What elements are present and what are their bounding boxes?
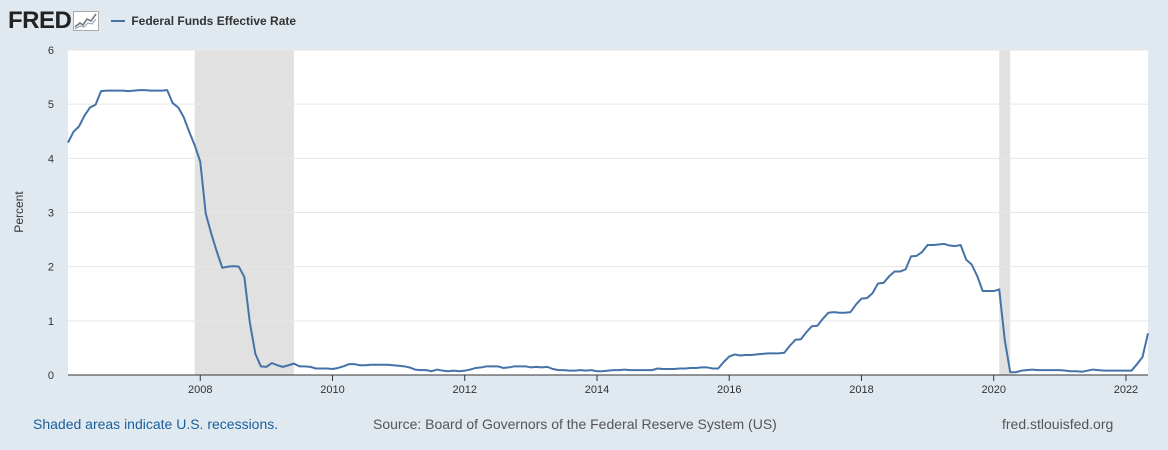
y-tick-label: 1 — [48, 316, 54, 328]
x-tick-label: 2018 — [849, 384, 873, 396]
y-tick-label: 0 — [48, 370, 54, 382]
y-axis-ticks: 0 1 2 3 4 5 6 — [48, 45, 54, 382]
recession-note-link[interactable]: Shaded areas indicate U.S. recessions. — [33, 416, 279, 432]
source-note: Source: Board of Governors of the Federa… — [373, 416, 777, 432]
legend-label: Federal Funds Effective Rate — [131, 14, 297, 28]
fred-logo[interactable]: FRED — [8, 7, 72, 34]
y-tick-label: 5 — [48, 99, 54, 111]
chart-header: FRED Federal Funds Effective Rate — [8, 6, 296, 36]
y-tick-label: 6 — [48, 45, 54, 57]
y-tick-label: 2 — [48, 262, 54, 274]
logo-graph-icon — [73, 11, 100, 31]
x-axis-ticks: 2008 2010 2012 2014 2016 2018 2020 2022 — [68, 374, 1148, 396]
series-line-federal-funds-rate[interactable] — [67, 89, 1149, 374]
x-tick-label: 2008 — [188, 384, 212, 396]
x-tick-label: 2012 — [452, 384, 476, 396]
chart-footer: Shaded areas indicate U.S. recessions. S… — [0, 416, 1168, 434]
x-tick-label: 2016 — [717, 384, 741, 396]
site-link[interactable]: fred.stlouisfed.org — [1002, 416, 1114, 432]
legend[interactable]: Federal Funds Effective Rate — [111, 14, 296, 28]
x-tick-label: 2014 — [585, 384, 609, 396]
y-axis-title: Percent — [12, 191, 26, 233]
y-tick-label: 3 — [48, 208, 54, 220]
line-chart[interactable]: 0 1 2 3 4 5 6 2008 2010 2012 2014 2016 2018 2020 2022… — [0, 40, 1168, 410]
x-tick-label: 2022 — [1114, 384, 1138, 396]
x-tick-label: 2010 — [320, 384, 344, 396]
x-tick-label: 2020 — [981, 384, 1005, 396]
y-tick-label: 4 — [48, 153, 54, 165]
legend-line-swatch — [111, 20, 126, 22]
series-layer — [67, 89, 1149, 374]
